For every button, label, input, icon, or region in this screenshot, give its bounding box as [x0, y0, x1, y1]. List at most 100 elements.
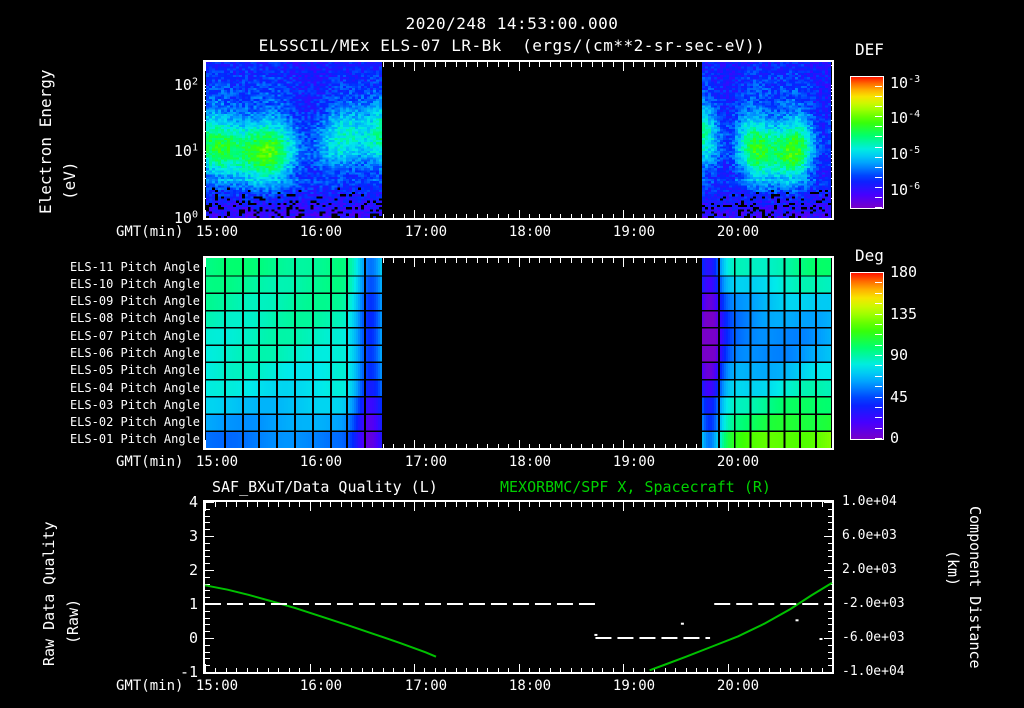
axis-tick — [320, 668, 321, 673]
axis-tick — [466, 668, 467, 673]
colorbar-tick — [875, 334, 882, 335]
axis-tick — [717, 668, 718, 673]
axis-tick — [404, 62, 405, 67]
axis-tick — [828, 618, 833, 619]
pitch-angle-canvas — [206, 258, 382, 448]
panel3-ytick-right: 6.0e+03 — [842, 528, 897, 543]
panel1-xtick-label: 18:00 — [508, 224, 552, 240]
axis-tick — [769, 668, 770, 673]
colorbar-tick — [875, 197, 882, 198]
axis-tick — [236, 668, 237, 673]
axis-tick — [205, 502, 214, 503]
axis-tick — [822, 668, 823, 673]
deg-colorbar-label: 45 — [890, 388, 909, 406]
panel3-title-right: MEXORBMC/SPF X, Spacecraft (R) — [500, 478, 771, 496]
colorbar-tick — [875, 397, 882, 398]
colorbar-tick — [875, 345, 882, 346]
axis-tick — [602, 258, 603, 263]
axis-tick — [571, 668, 572, 673]
axis-tick — [529, 214, 530, 219]
colorbar-tick — [875, 417, 882, 418]
axis-tick — [613, 62, 614, 67]
axis-tick — [828, 658, 833, 659]
axis-tick — [832, 502, 833, 511]
axis-tick — [602, 444, 603, 449]
axis-tick — [613, 214, 614, 219]
axis-tick — [581, 258, 582, 263]
pitch-angle-row-label-3: ELS-03 Pitch Angle — [69, 398, 200, 412]
axis-tick — [592, 62, 593, 67]
axis-tick — [665, 502, 666, 507]
axis-tick — [508, 502, 509, 507]
dataset-title: ELSSCIL/MEx ELS-07 LR-Bk (ergs/(cm**2-sr… — [258, 36, 766, 55]
axis-tick — [738, 502, 739, 507]
axis-tick — [466, 502, 467, 507]
axis-tick — [571, 214, 572, 219]
panel1-xtick-label: 17:00 — [404, 224, 448, 240]
axis-tick — [623, 440, 624, 449]
axis-tick — [633, 258, 634, 263]
axis-tick — [466, 214, 467, 219]
panel3-xaxis-label: GMT(min) — [116, 678, 184, 694]
axis-tick — [362, 668, 363, 673]
colorbar-tick — [875, 116, 882, 117]
panel3-ytick-left: 0 — [188, 629, 198, 647]
axis-tick — [205, 509, 210, 510]
panel-data-quality — [203, 500, 834, 674]
axis-tick — [498, 668, 499, 673]
axis-tick — [393, 444, 394, 449]
pitch-angle-row-label-11: ELS-11 Pitch Angle — [69, 260, 200, 274]
axis-tick — [728, 664, 729, 673]
colorbar-tick — [875, 106, 882, 107]
pitch-angle-row-label-9: ELS-09 Pitch Angle — [69, 294, 200, 308]
spectrogram-data-block — [206, 62, 382, 218]
cbar-base: 10 — [890, 109, 909, 127]
axis-tick — [560, 214, 561, 219]
def-colorbar-label: 10-3 — [890, 74, 920, 92]
axis-tick — [289, 502, 290, 507]
pitch-angle-row-label-1: ELS-01 Pitch Angle — [69, 432, 200, 446]
axis-tick — [341, 502, 342, 507]
axis-tick — [205, 529, 210, 530]
axis-tick — [571, 258, 572, 263]
colorbar-tick — [875, 428, 882, 429]
deg-colorbar-label: 0 — [890, 429, 900, 447]
axis-tick — [445, 62, 446, 67]
axis-tick — [828, 645, 833, 646]
axis-tick — [445, 258, 446, 263]
axis-tick — [205, 638, 214, 639]
axis-tick — [633, 214, 634, 219]
axis-tick — [278, 668, 279, 673]
axis-tick — [686, 258, 687, 263]
axis-tick — [824, 604, 833, 605]
axis-tick — [466, 258, 467, 263]
spectrogram-canvas — [206, 62, 382, 218]
panel3-yunit-left: (Raw) — [64, 598, 82, 644]
pitch-angle-data-block — [206, 258, 382, 448]
axis-tick — [215, 502, 216, 507]
panel3-ylabel-left: Raw Data Quality — [40, 521, 58, 667]
axis-tick — [828, 522, 833, 523]
axis-tick — [696, 444, 697, 449]
axis-tick — [205, 543, 210, 544]
axis-tick — [696, 668, 697, 673]
cbar-exponent: -5 — [908, 145, 921, 156]
axis-tick — [205, 631, 210, 632]
colorbar-tick — [875, 365, 882, 366]
axis-tick — [560, 668, 561, 673]
panel3-xtick-label: 18:00 — [508, 678, 552, 694]
axis-tick — [404, 668, 405, 673]
axis-tick — [268, 668, 269, 673]
axis-tick — [205, 563, 210, 564]
axis-tick — [383, 214, 384, 219]
axis-tick — [665, 62, 666, 67]
axis-tick — [498, 214, 499, 219]
axis-tick — [828, 577, 833, 578]
cbar-base: 10 — [890, 145, 909, 163]
axis-tick — [550, 62, 551, 67]
panel3-ytick-left: 3 — [188, 527, 198, 545]
axis-tick — [654, 62, 655, 67]
axis-tick — [828, 550, 833, 551]
axis-tick — [696, 214, 697, 219]
axis-tick — [738, 668, 739, 673]
